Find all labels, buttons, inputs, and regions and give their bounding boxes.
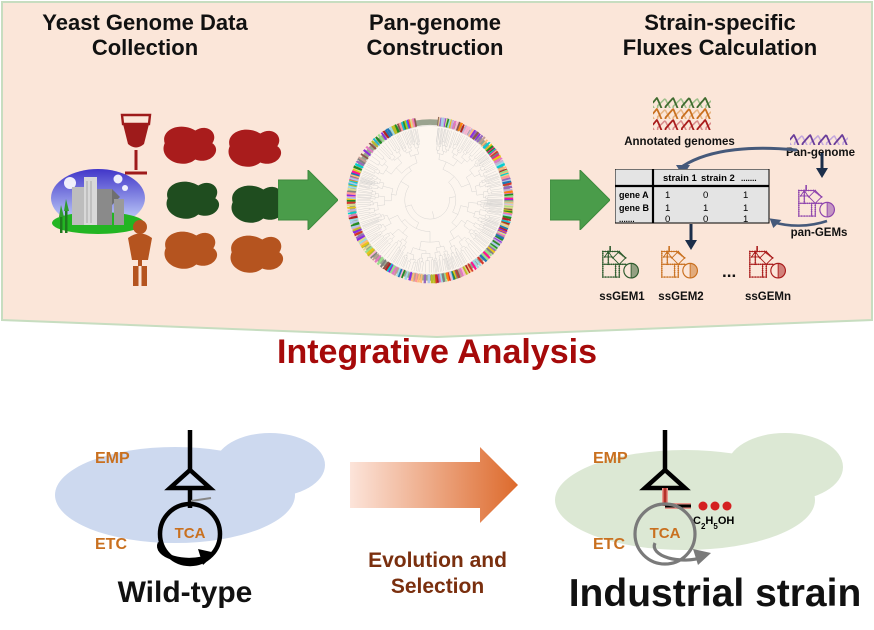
- svg-text:1: 1: [703, 203, 708, 214]
- svg-text:strain 2: strain 2: [701, 173, 735, 184]
- svg-text:strain 1: strain 1: [663, 173, 698, 184]
- svg-text:1: 1: [743, 214, 748, 224]
- svg-text:.......: .......: [619, 215, 635, 224]
- svg-text:TCA: TCA: [175, 525, 206, 542]
- svg-text:C2H5OH: C2H5OH: [693, 515, 734, 531]
- svg-text:0: 0: [703, 190, 708, 201]
- svg-text:TCA: TCA: [650, 525, 681, 542]
- svg-text:gene A: gene A: [619, 190, 649, 200]
- svg-text:0: 0: [665, 214, 670, 224]
- svg-text:0: 0: [703, 214, 708, 224]
- svg-text:.......: .......: [741, 174, 757, 183]
- svg-text:gene B: gene B: [619, 203, 650, 213]
- svg-text:1: 1: [665, 190, 670, 201]
- svg-text:1: 1: [665, 203, 670, 214]
- svg-text:1: 1: [743, 190, 748, 201]
- svg-text:1: 1: [743, 203, 748, 214]
